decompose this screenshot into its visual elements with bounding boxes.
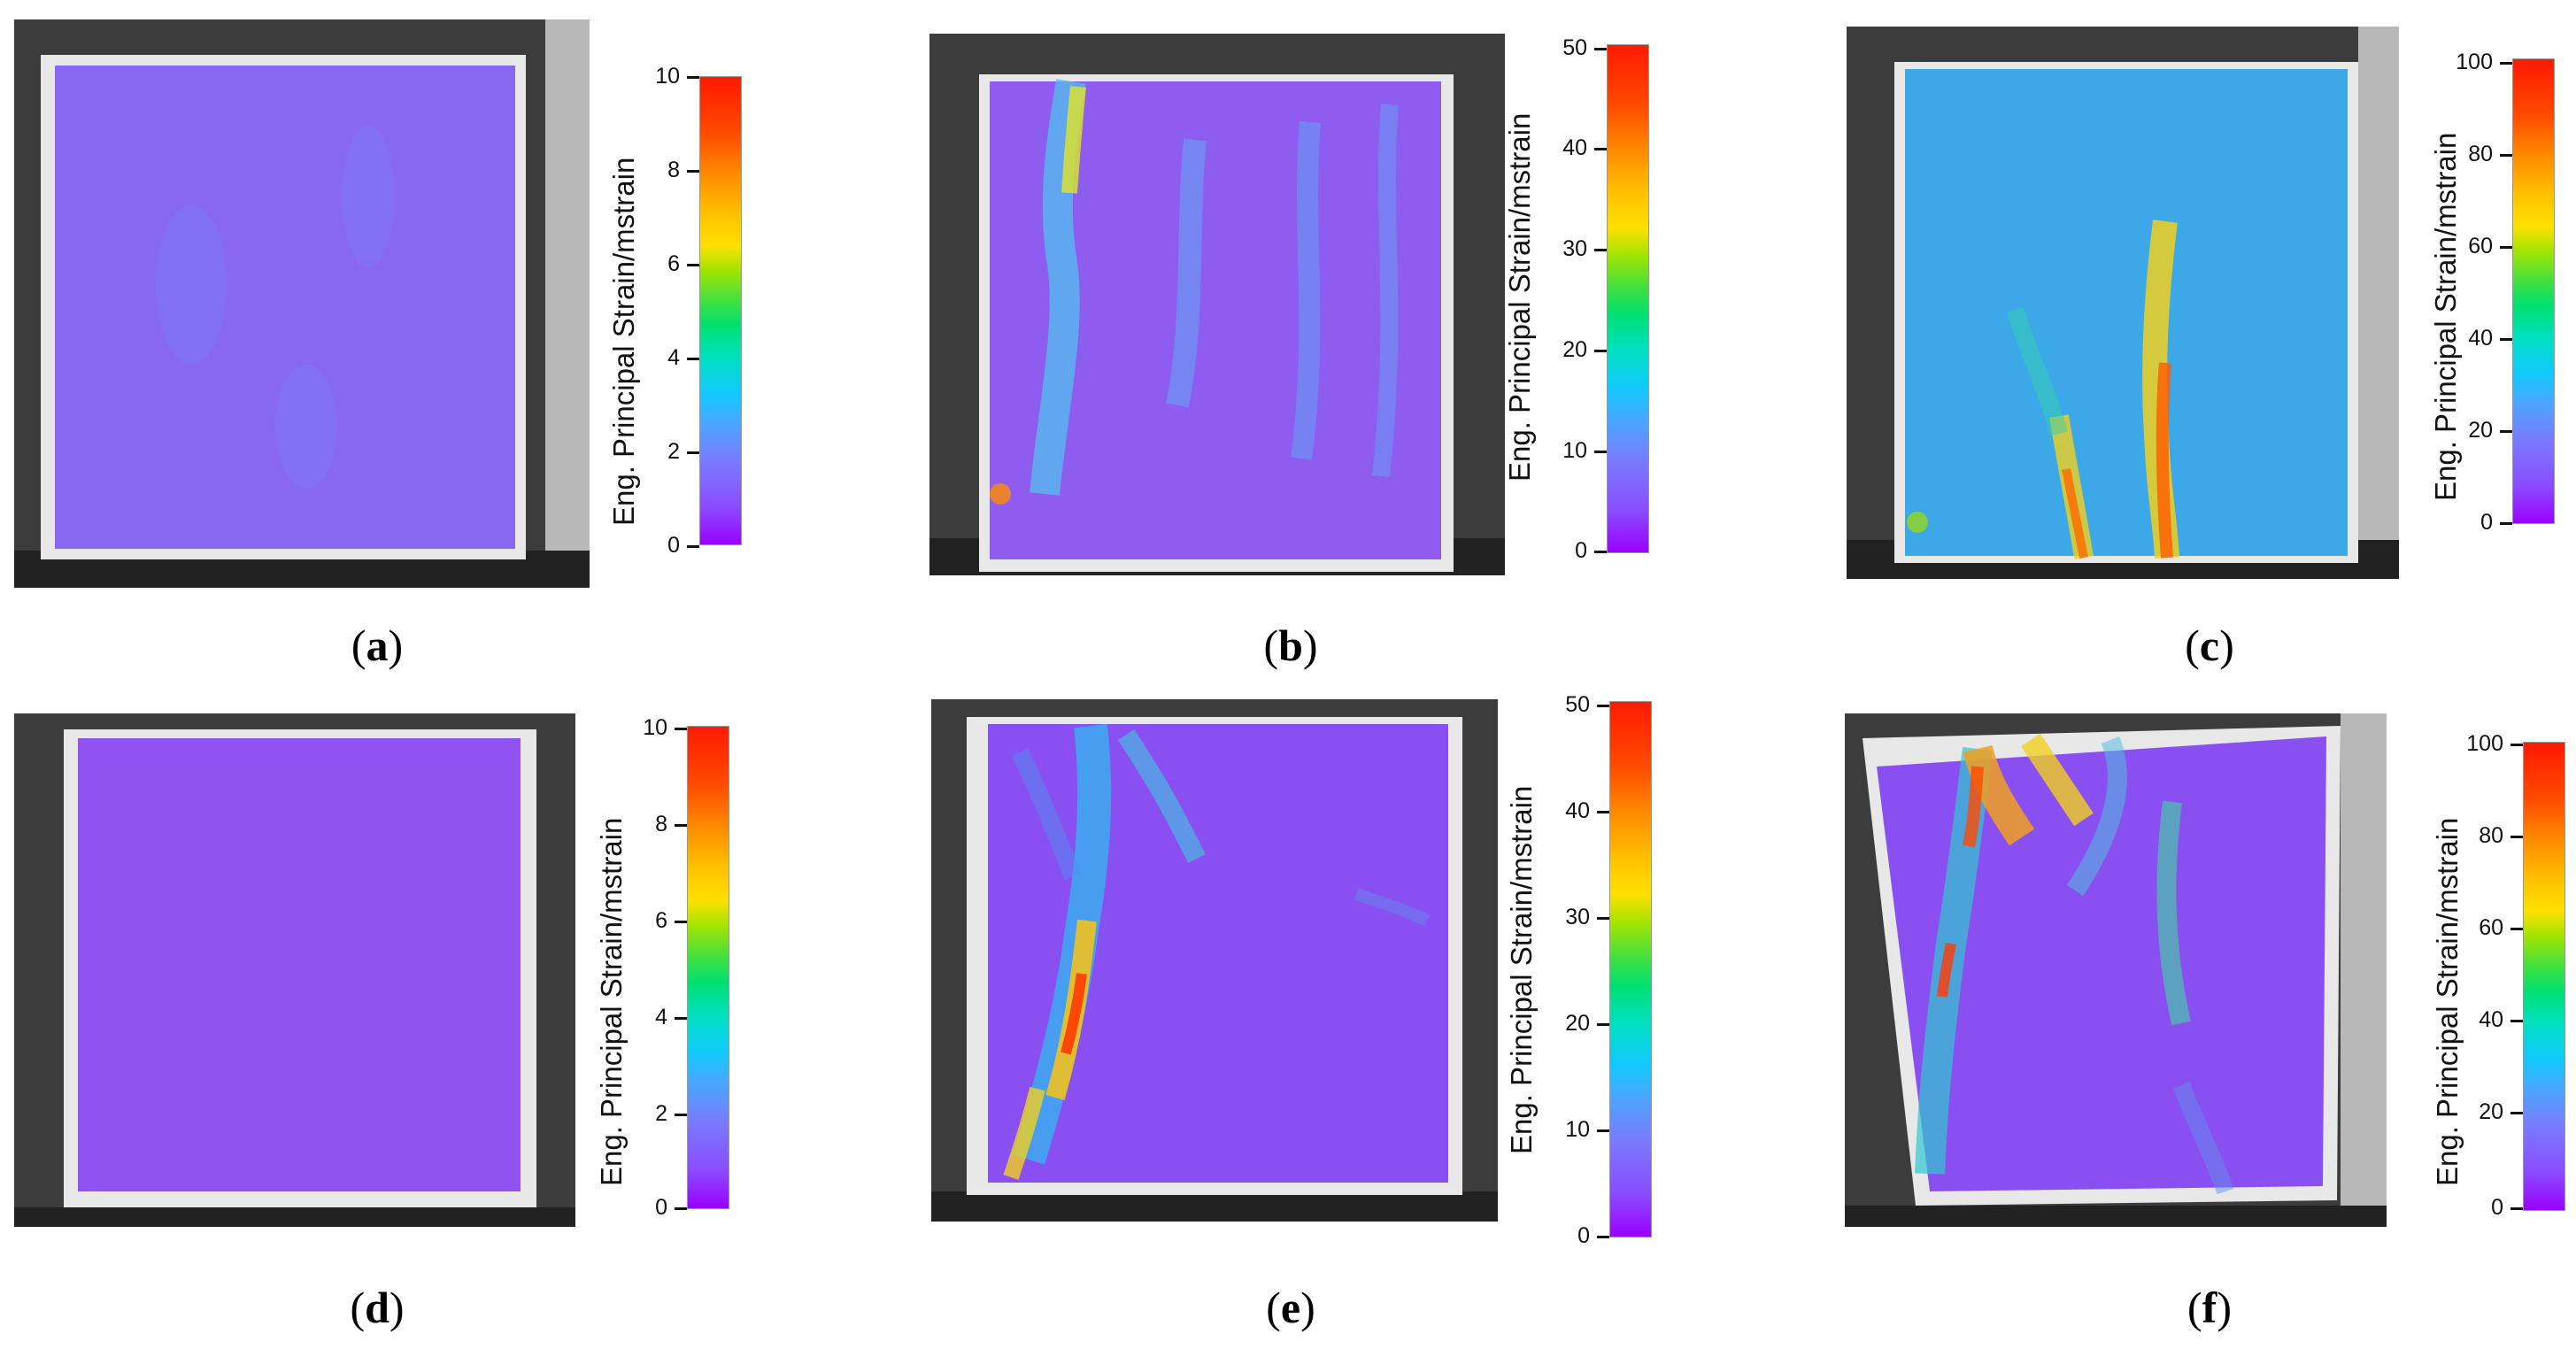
tick-label: 0 [1534, 538, 1607, 564]
caption-f: (f) [2187, 1283, 2232, 1332]
colorbar-gradient [687, 726, 729, 1209]
tick-label: 40 [1537, 798, 1609, 824]
tick-label: 20 [1537, 1011, 1609, 1037]
tick-label: 100 [2440, 50, 2512, 75]
tick-label: 4 [627, 345, 699, 371]
tick-label: 50 [1534, 35, 1607, 61]
tick-label: 10 [614, 715, 687, 741]
tick-label: 0 [2440, 510, 2512, 536]
tick-label: 0 [627, 533, 699, 559]
tick-label: 10 [1537, 1117, 1609, 1143]
strain-map-d [14, 713, 575, 1227]
tick-label: 20 [2450, 1099, 2523, 1125]
caption-c: (c) [2185, 621, 2234, 670]
tick-label: 80 [2450, 823, 2523, 849]
tick-label: 50 [1537, 692, 1609, 718]
strain-map-c [1847, 27, 2399, 579]
tick-label: 0 [614, 1195, 687, 1221]
strain-map-e [931, 699, 1498, 1222]
tick-label: 20 [2440, 418, 2512, 443]
colorbar-axis-label: Eng. Principal Strain/mstrain [2429, 132, 2462, 501]
tick-label: 6 [627, 251, 699, 277]
tick-label: 30 [1534, 236, 1607, 262]
colorbar-axis-label: Eng. Principal Strain/mstrain [2431, 817, 2464, 1186]
tick-label: 10 [1534, 438, 1607, 464]
tick-label: 0 [2450, 1195, 2523, 1221]
tick-label: 30 [1537, 905, 1609, 930]
tick-label: 2 [627, 439, 699, 465]
tick-label: 40 [1534, 135, 1607, 161]
tick-label: 40 [2450, 1007, 2523, 1033]
tick-label: 4 [614, 1005, 687, 1030]
tick-label: 0 [1537, 1223, 1609, 1249]
caption-d: (d) [350, 1283, 405, 1332]
colorbar-axis-label: Eng. Principal Strain/mstrain [595, 817, 628, 1186]
colorbar-axis-label: Eng. Principal Strain/mstrain [607, 157, 640, 526]
caption-a: (a) [351, 621, 404, 670]
colorbar-gradient [699, 76, 742, 545]
caption-b: (b) [1263, 621, 1318, 670]
tick-label: 6 [614, 908, 687, 934]
tick-label: 2 [614, 1101, 687, 1127]
colorbar-gradient [2523, 742, 2565, 1211]
tick-label: 8 [627, 158, 699, 183]
tick-label: 100 [2450, 731, 2523, 757]
strain-map-a [14, 19, 590, 588]
strain-map-b [929, 34, 1505, 575]
tick-label: 40 [2440, 326, 2512, 351]
caption-e: (e) [1266, 1283, 1315, 1332]
tick-label: 60 [2450, 915, 2523, 941]
colorbar-axis-label: Eng. Principal Strain/mstrain [1503, 112, 1536, 482]
colorbar-gradient [1609, 701, 1652, 1237]
tick-label: 8 [614, 812, 687, 837]
colorbar-gradient [1607, 44, 1649, 553]
tick-label: 80 [2440, 142, 2512, 167]
tick-label: 60 [2440, 234, 2512, 259]
tick-label: 10 [627, 64, 699, 89]
tick-label: 20 [1534, 337, 1607, 363]
colorbar-gradient [2512, 58, 2555, 524]
colorbar-axis-label: Eng. Principal Strain/mstrain [1505, 785, 1538, 1154]
strain-map-f [1845, 713, 2387, 1227]
